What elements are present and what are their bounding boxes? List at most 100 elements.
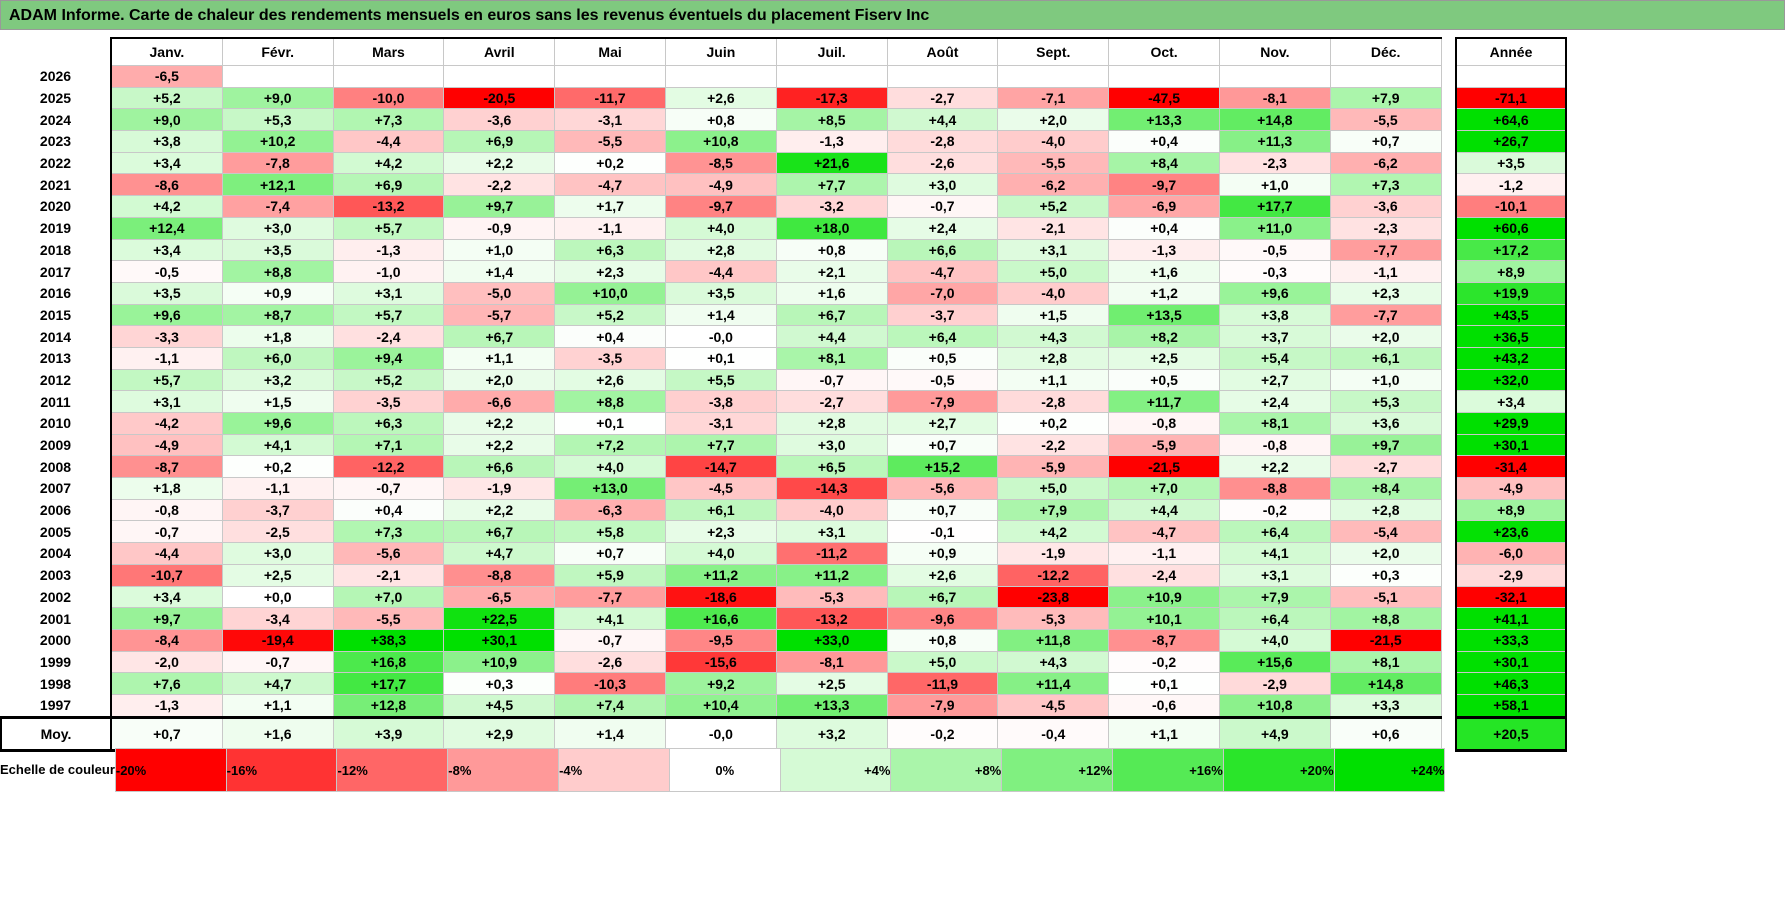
column-header: Oct. bbox=[1108, 37, 1220, 66]
average-cell: +1,4 bbox=[554, 715, 666, 752]
color-scale-stop: +4% bbox=[779, 748, 892, 792]
heatmap-cell: +8,4 bbox=[1329, 477, 1442, 500]
average-cell: -0,4 bbox=[997, 715, 1110, 752]
heatmap-cell: -6,6 bbox=[443, 390, 556, 413]
heatmap-cell: +0,1 bbox=[554, 412, 666, 435]
annual-cell: -4,9 bbox=[1455, 477, 1567, 500]
heatmap-cell: -15,6 bbox=[664, 650, 777, 674]
heatmap-cell: -1,1 bbox=[221, 477, 334, 500]
heatmap-cell: +33,0 bbox=[775, 628, 888, 652]
heatmap-cell: +6,7 bbox=[443, 325, 556, 348]
heatmap-cell: +0,4 bbox=[1108, 130, 1220, 153]
row-year-label: 2004 bbox=[1, 542, 112, 565]
heatmap-cell: +2,6 bbox=[886, 563, 999, 587]
heatmap-cell: -3,2 bbox=[775, 195, 888, 218]
heatmap-cell: +12,1 bbox=[221, 173, 334, 197]
heatmap-cell: +5,3 bbox=[221, 108, 334, 132]
column-header: Juin bbox=[664, 37, 777, 66]
heatmap-cell: +1,1 bbox=[443, 346, 556, 370]
heatmap-cell: -4,7 bbox=[1108, 520, 1220, 544]
heatmap-cell: +3,5 bbox=[664, 281, 777, 305]
heatmap-cell: +1,5 bbox=[221, 390, 334, 413]
heatmap-cell: -14,7 bbox=[664, 455, 777, 479]
heatmap-cell: +2,0 bbox=[443, 368, 556, 392]
heatmap-cell: -8,5 bbox=[664, 151, 777, 175]
heatmap-cell: -2,2 bbox=[443, 173, 556, 197]
heatmap-cell: -17,3 bbox=[775, 86, 888, 110]
heatmap-cell: -1,3 bbox=[110, 693, 223, 718]
heatmap-cell: +30,1 bbox=[443, 628, 556, 652]
heatmap-cell: +5,5 bbox=[664, 368, 777, 392]
report-title: ADAM Informe. Carte de chaleur des rende… bbox=[0, 0, 1785, 30]
heatmap-cell: +2,8 bbox=[775, 412, 888, 435]
heatmap-cell: -1,1 bbox=[1108, 542, 1220, 565]
heatmap-cell: +0,1 bbox=[1108, 672, 1220, 695]
heatmap-cell: -4,9 bbox=[664, 173, 777, 197]
color-scale-stop: 0% bbox=[668, 748, 781, 792]
annual-cell: +8,9 bbox=[1455, 260, 1567, 283]
table-row: 2010 -4,2 +9,6 +6,3 +2,2 +0,1 -3,1 +2,8 +2,7 +0,2… bbox=[1, 412, 1442, 435]
heatmap-cell: +7,7 bbox=[664, 433, 777, 457]
table-row: 2026 -6,5 bbox=[1, 65, 1442, 88]
annual-cell: +23,6 bbox=[1455, 520, 1567, 544]
heatmap-cell: +2,0 bbox=[1329, 542, 1442, 565]
heatmap-cell: -2,6 bbox=[554, 650, 666, 674]
heatmap-cell: -7,9 bbox=[886, 693, 999, 718]
color-scale-stop: -16% bbox=[225, 748, 338, 792]
heatmap-cell: +10,9 bbox=[443, 650, 556, 674]
heatmap-cell: -23,8 bbox=[997, 585, 1110, 609]
row-year-label: 2003 bbox=[1, 564, 112, 586]
row-year-label: 2020 bbox=[1, 195, 112, 218]
table-row: 2019 +12,4 +3,0 +5,7 -0,9 -1,1 +4,0 +18,0 +2,4 -2… bbox=[1, 216, 1442, 240]
heatmap-cell bbox=[1218, 65, 1331, 88]
heatmap-cell: +4,4 bbox=[1108, 498, 1220, 522]
heatmap-cell: +9,7 bbox=[110, 607, 223, 630]
heatmap-cell: +11,2 bbox=[664, 563, 777, 587]
heatmap-cell: -3,1 bbox=[554, 108, 666, 132]
heatmap-cell: +9,0 bbox=[110, 108, 223, 132]
heatmap-cell: -21,5 bbox=[1329, 628, 1442, 652]
heatmap-cell: +0,2 bbox=[554, 151, 666, 175]
heatmap-cell: -2,4 bbox=[1108, 563, 1220, 587]
column-header: Janv. bbox=[110, 37, 223, 66]
heatmap-cell: +3,0 bbox=[886, 173, 999, 197]
heatmap-cell: +3,5 bbox=[221, 238, 334, 262]
heatmap-cell: +0,8 bbox=[775, 238, 888, 262]
heatmap-cell: +3,1 bbox=[997, 238, 1110, 262]
annual-cell: +17,2 bbox=[1455, 238, 1567, 262]
heatmap-cell: -1,1 bbox=[554, 216, 666, 240]
heatmap-cell: -6,5 bbox=[110, 65, 223, 88]
heatmap-cell: +0,7 bbox=[886, 498, 999, 522]
heatmap-cell: +7,1 bbox=[332, 433, 445, 457]
heatmap-cell: +2,6 bbox=[664, 86, 777, 110]
row-year-label: 2015 bbox=[1, 304, 112, 326]
table-row: 2001 +9,7 -3,4 -5,5 +22,5 +4,1 +16,6 -13,2 -9,6-… bbox=[1, 607, 1442, 630]
row-year-label: 2012 bbox=[1, 369, 112, 391]
heatmap-cell: +5,4 bbox=[1218, 346, 1331, 370]
heatmap-cell: -0,7 bbox=[886, 195, 999, 218]
heatmap-cell: +11,8 bbox=[997, 628, 1110, 652]
heatmap-cell: +0,7 bbox=[554, 542, 666, 565]
heatmap-cell: +7,0 bbox=[332, 585, 445, 609]
heatmap-cell: +2,3 bbox=[554, 260, 666, 283]
heatmap-cell: +2,2 bbox=[443, 412, 556, 435]
heatmap-cell: +10,8 bbox=[1218, 693, 1331, 718]
heatmap-cell: +1,6 bbox=[775, 281, 888, 305]
heatmap-cell: +0,8 bbox=[664, 108, 777, 132]
heatmap-cell: +8,8 bbox=[554, 390, 666, 413]
column-header: Févr. bbox=[221, 37, 334, 66]
heatmap-cell: -1,3 bbox=[332, 238, 445, 262]
heatmap-cell: +2,0 bbox=[997, 108, 1110, 132]
heatmap-cell: +9,6 bbox=[221, 412, 334, 435]
heatmap-cell: -4,9 bbox=[110, 433, 223, 457]
heatmap-cell: +2,8 bbox=[997, 346, 1110, 370]
table-row: 2013 -1,1 +6,0 +9,4 +1,1 -3,5 +0,1 +8,1 +0,5 +2,8… bbox=[1, 346, 1442, 370]
row-year-label: 2022 bbox=[1, 152, 112, 174]
heatmap-cell: -2,8 bbox=[886, 130, 999, 153]
color-scale-stop: -4% bbox=[558, 748, 670, 792]
average-label: Moy. bbox=[0, 715, 112, 752]
heatmap-cell: +0,9 bbox=[886, 542, 999, 565]
heatmap-cell: -7,9 bbox=[886, 390, 999, 413]
heatmap-cell: -9,7 bbox=[1108, 173, 1220, 197]
heatmap-cell: -3,8 bbox=[664, 390, 777, 413]
